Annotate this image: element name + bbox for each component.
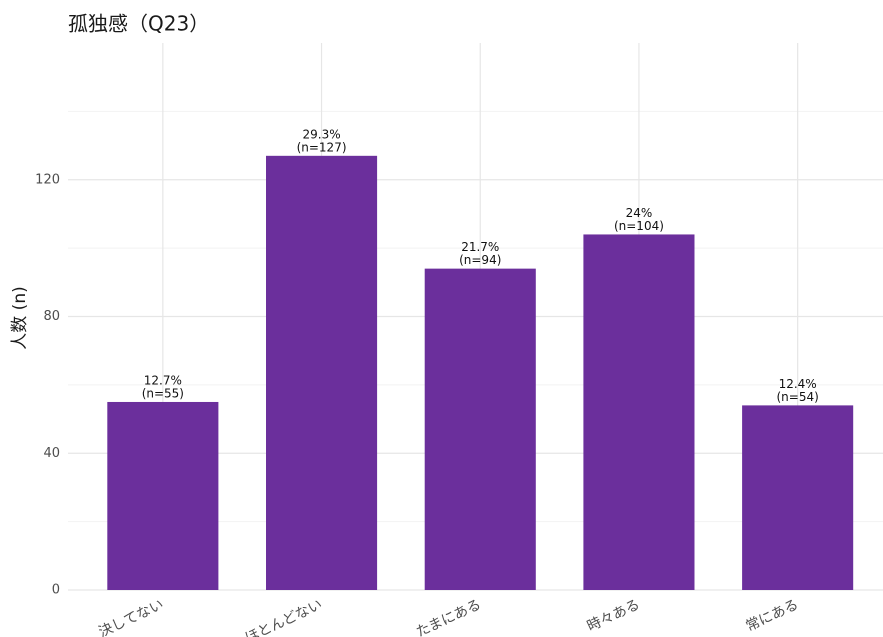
value-label: (n=54) [777,390,819,404]
x-tick-label: 決してない [96,597,166,637]
y-tick-label: 80 [43,309,60,324]
bar [742,405,854,590]
bar [107,401,219,590]
percent-label: 12.7% [144,373,182,387]
y-tick-label: 120 [35,172,60,187]
x-tick-label: 常にある [744,597,802,635]
bar [266,155,378,590]
x-tick-label: たまにある [414,597,484,637]
percent-label: 12.4% [779,377,817,391]
bar [583,234,695,590]
percent-label: 29.3% [302,127,340,141]
y-tick-label: 0 [52,583,60,598]
bar [424,268,536,590]
x-tick-label: ほとんどない [243,597,325,637]
value-label: (n=127) [297,140,347,154]
x-tick-label: 時々ある [585,597,643,635]
value-label: (n=55) [142,386,184,400]
percent-label: 21.7% [461,240,499,254]
chart-title: 孤独感（Q23） [68,12,209,36]
percent-label: 24% [626,206,653,220]
y-tick-label: 40 [43,446,60,461]
value-label: (n=104) [614,219,664,233]
y-axis-label: 人数 (n) [10,286,30,349]
value-label: (n=94) [459,253,501,267]
